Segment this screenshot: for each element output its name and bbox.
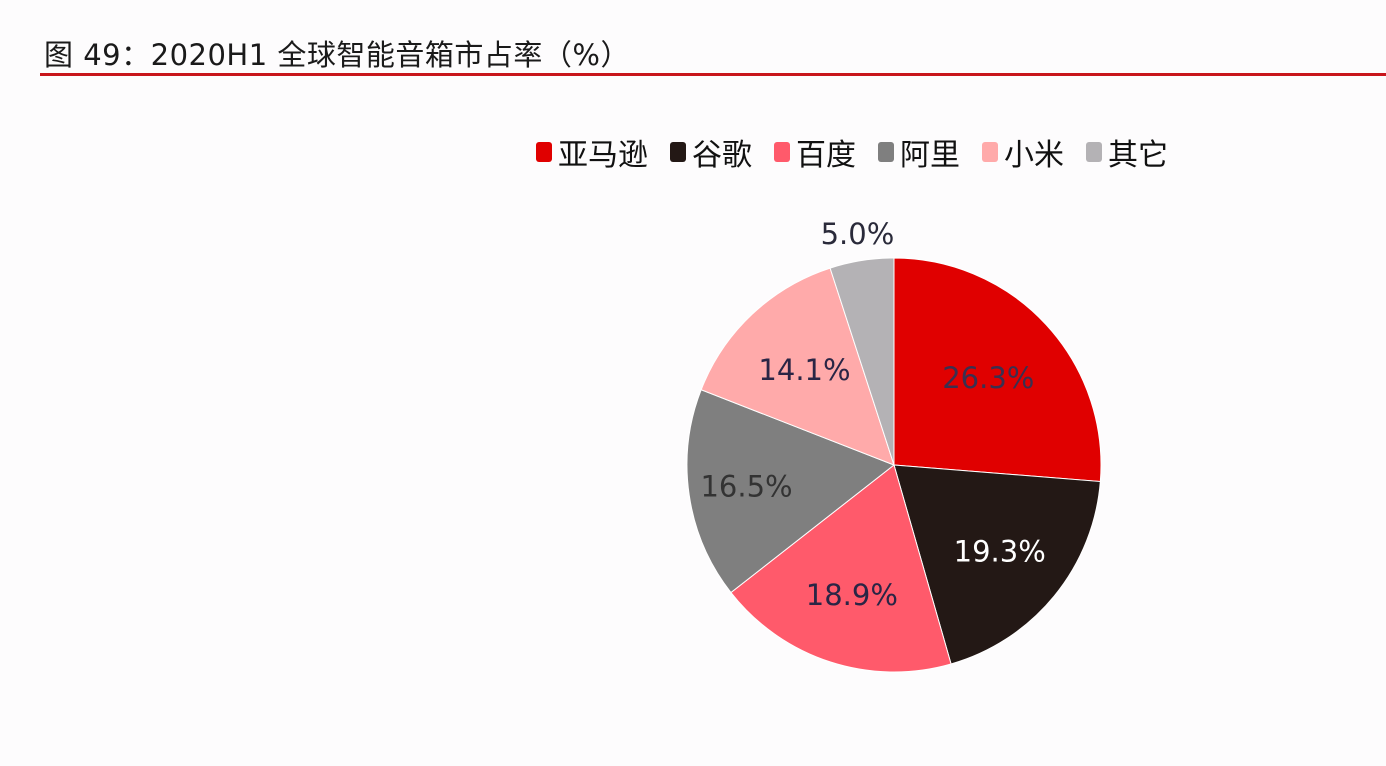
slice-label: 19.3% xyxy=(954,535,1046,569)
legend-item: 亚马逊 xyxy=(536,130,648,174)
legend-item: 谷歌 xyxy=(670,130,752,174)
pie-slice xyxy=(730,464,952,673)
legend-label: 百度 xyxy=(796,138,856,173)
legend-label: 亚马逊 xyxy=(558,138,648,173)
figure-title: 图 49：2020H1 全球智能音箱市占率（%） xyxy=(44,38,630,72)
legend-swatch xyxy=(982,142,998,162)
slice-label: 14.1% xyxy=(758,353,850,387)
legend-swatch xyxy=(1086,142,1102,162)
pie-slice xyxy=(829,257,895,466)
legend-swatch xyxy=(670,142,686,162)
legend-label: 谷歌 xyxy=(692,138,752,173)
pie-slice xyxy=(686,389,895,594)
slice-label: 26.3% xyxy=(942,361,1034,395)
legend-label: 小米 xyxy=(1004,138,1064,173)
legend-label: 阿里 xyxy=(900,138,960,173)
chart-legend: 亚马逊 谷歌 百度 阿里 小米 其它 xyxy=(536,130,1190,174)
legend-item: 其它 xyxy=(1086,130,1168,174)
legend-item: 百度 xyxy=(774,130,856,174)
legend-item: 小米 xyxy=(982,130,1064,174)
slice-label: 18.9% xyxy=(806,578,898,612)
pie-slice xyxy=(893,464,1101,665)
slice-label: 5.0% xyxy=(821,217,895,251)
slice-label: 16.5% xyxy=(700,470,792,504)
legend-label: 其它 xyxy=(1108,138,1168,173)
legend-swatch xyxy=(536,142,552,162)
pie-slice xyxy=(893,257,1102,483)
legend-swatch xyxy=(878,142,894,162)
legend-item: 阿里 xyxy=(878,130,960,174)
title-underline xyxy=(40,73,1386,76)
legend-swatch xyxy=(774,142,790,162)
